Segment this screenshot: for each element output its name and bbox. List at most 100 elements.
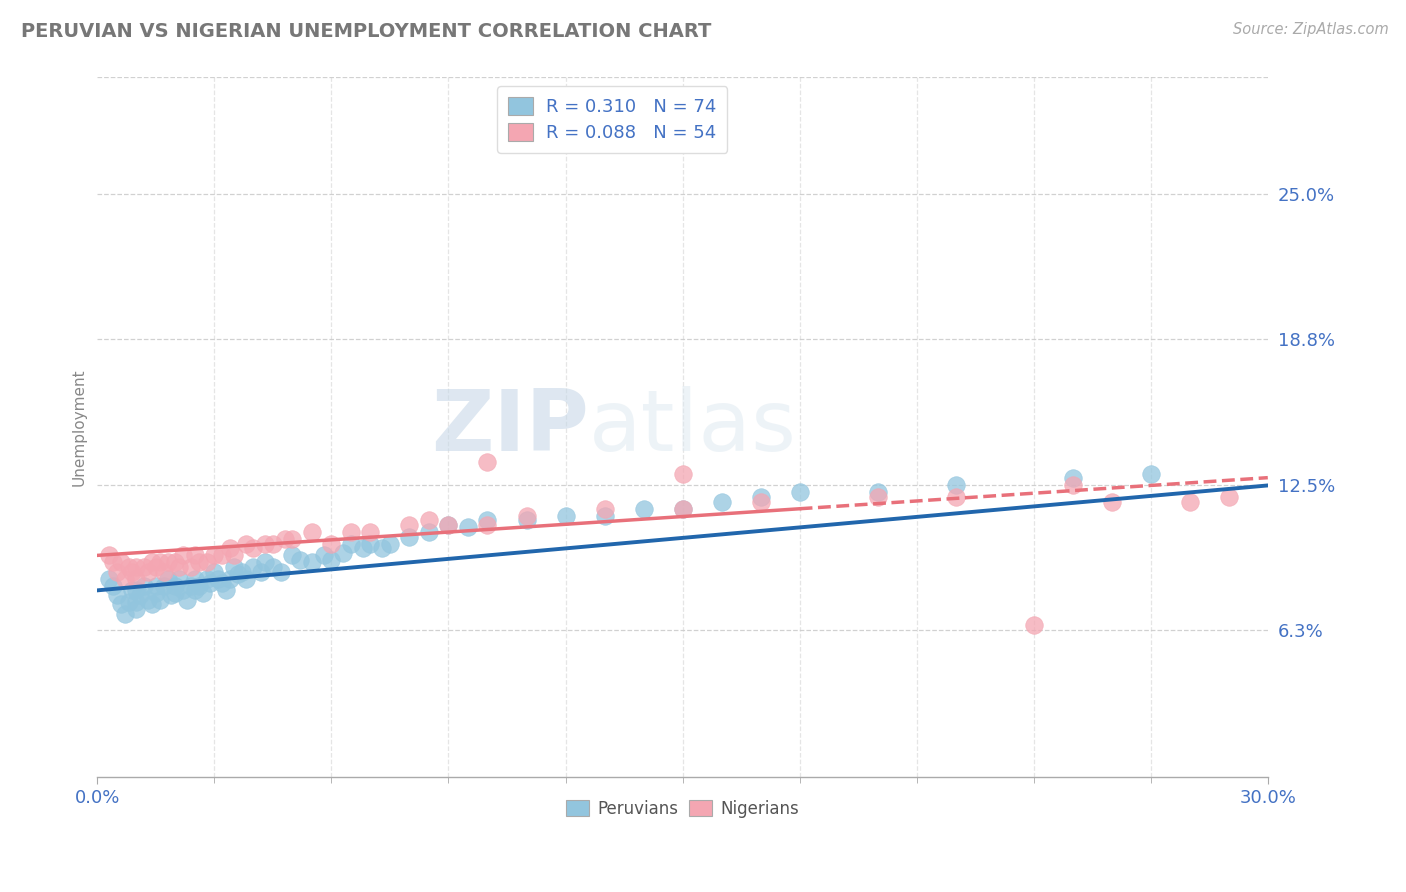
Point xyxy=(477,518,499,533)
Point xyxy=(254,537,277,551)
Point xyxy=(340,537,363,551)
Point xyxy=(125,602,148,616)
Point xyxy=(169,572,191,586)
Point xyxy=(371,541,394,556)
Point xyxy=(222,549,245,563)
Point xyxy=(262,560,284,574)
Point xyxy=(211,576,233,591)
Point xyxy=(290,553,312,567)
Y-axis label: Unemployment: Unemployment xyxy=(72,368,86,486)
Point xyxy=(270,565,292,579)
Point xyxy=(457,520,479,534)
Point xyxy=(125,572,148,586)
Point xyxy=(114,572,136,586)
Point xyxy=(114,607,136,621)
Point xyxy=(437,518,460,533)
Point xyxy=(172,549,194,563)
Point xyxy=(121,565,143,579)
Point xyxy=(866,485,889,500)
Point xyxy=(1062,471,1084,485)
Point xyxy=(554,508,576,523)
Point xyxy=(202,549,225,563)
Point xyxy=(195,572,218,586)
Point xyxy=(211,549,233,563)
Point xyxy=(152,565,174,579)
Point xyxy=(101,579,124,593)
Point xyxy=(593,508,616,523)
Point xyxy=(671,501,693,516)
Point xyxy=(180,560,202,574)
Point xyxy=(866,490,889,504)
Point xyxy=(105,565,128,579)
Point xyxy=(152,579,174,593)
Point xyxy=(149,592,172,607)
Point xyxy=(340,524,363,539)
Point xyxy=(222,560,245,574)
Point xyxy=(515,508,537,523)
Point xyxy=(710,495,733,509)
Point xyxy=(156,555,179,569)
Point xyxy=(945,478,967,492)
Point xyxy=(165,579,187,593)
Point xyxy=(207,572,229,586)
Point xyxy=(219,572,242,586)
Point xyxy=(145,560,167,574)
Point xyxy=(359,524,381,539)
Point xyxy=(180,579,202,593)
Point xyxy=(398,518,420,533)
Point xyxy=(187,555,209,569)
Point xyxy=(1062,478,1084,492)
Point xyxy=(235,572,257,586)
Point xyxy=(1139,467,1161,481)
Point xyxy=(136,565,159,579)
Point xyxy=(160,588,183,602)
Point xyxy=(110,598,132,612)
Text: ZIP: ZIP xyxy=(432,385,589,468)
Point xyxy=(172,583,194,598)
Point xyxy=(149,555,172,569)
Point xyxy=(145,579,167,593)
Legend: Peruvians, Nigerians: Peruvians, Nigerians xyxy=(560,793,806,824)
Point xyxy=(195,555,218,569)
Point xyxy=(633,501,655,516)
Point xyxy=(121,583,143,598)
Point xyxy=(281,532,304,546)
Point xyxy=(321,537,343,551)
Text: Source: ZipAtlas.com: Source: ZipAtlas.com xyxy=(1233,22,1389,37)
Point xyxy=(169,560,191,574)
Point xyxy=(184,583,207,598)
Point xyxy=(671,501,693,516)
Point xyxy=(1022,618,1045,632)
Point xyxy=(184,572,207,586)
Point xyxy=(226,567,249,582)
Point xyxy=(1101,495,1123,509)
Point xyxy=(262,537,284,551)
Point xyxy=(359,537,381,551)
Point xyxy=(125,595,148,609)
Point xyxy=(136,592,159,607)
Point xyxy=(184,549,207,563)
Point xyxy=(110,555,132,569)
Point xyxy=(789,485,811,500)
Point xyxy=(125,583,148,598)
Point xyxy=(200,576,222,591)
Point xyxy=(418,513,440,527)
Point xyxy=(281,549,304,563)
Point xyxy=(254,555,277,569)
Point xyxy=(312,549,335,563)
Point xyxy=(134,560,156,574)
Point xyxy=(301,524,323,539)
Point xyxy=(101,555,124,569)
Point xyxy=(187,579,209,593)
Point xyxy=(749,490,772,504)
Point xyxy=(125,560,148,574)
Point xyxy=(145,585,167,599)
Point xyxy=(98,572,121,586)
Point xyxy=(141,598,163,612)
Point xyxy=(242,541,264,556)
Point xyxy=(117,560,139,574)
Point xyxy=(134,579,156,593)
Point xyxy=(235,537,257,551)
Point xyxy=(477,455,499,469)
Point xyxy=(242,560,264,574)
